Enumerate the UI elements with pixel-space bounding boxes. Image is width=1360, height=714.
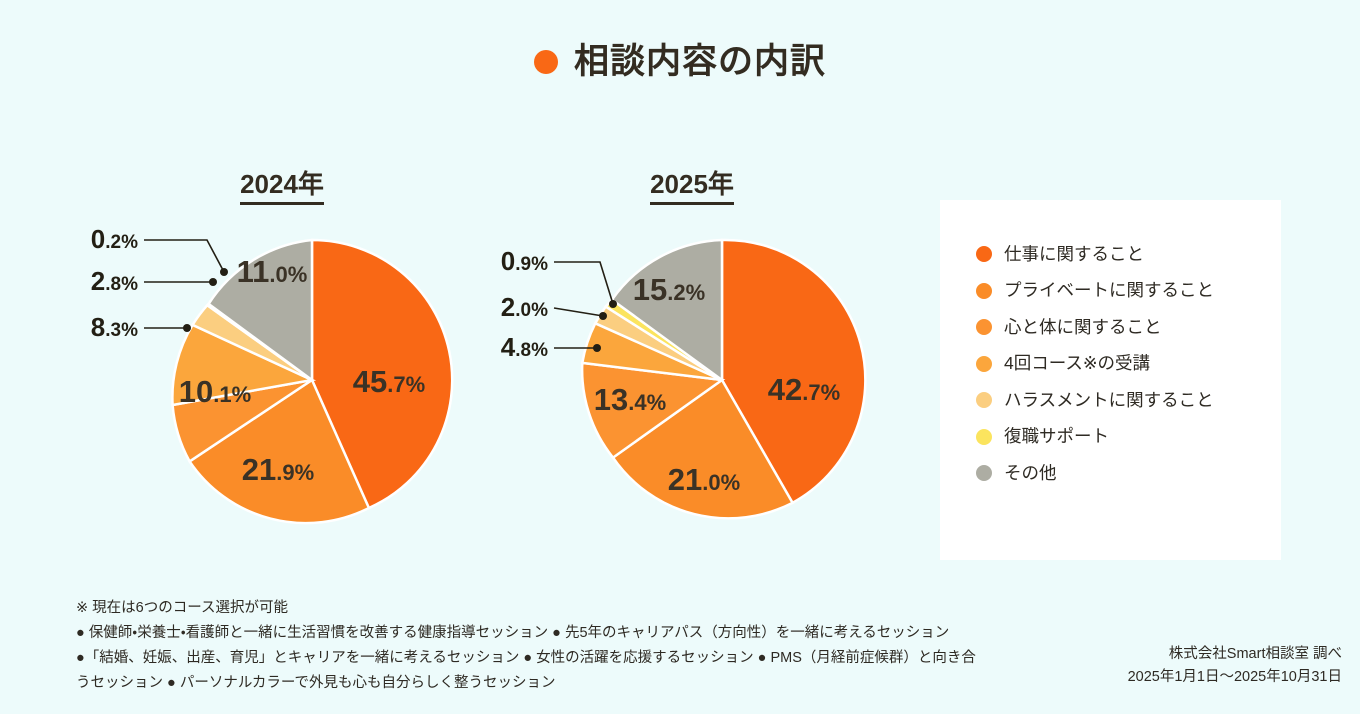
page-title: 相談内容の内訳: [0, 44, 1360, 79]
pie-2024-label-other: 11.0%: [237, 254, 308, 289]
footnote-line-4: うセッション ● パーソナルカラーで外見も心も自分らしく整うセッション: [76, 674, 556, 691]
legend-item-work[interactable]: 仕事に関すること: [976, 236, 1281, 273]
year-heading-2024-label: 2024年: [240, 169, 324, 205]
pie-2025-dot-return: [609, 300, 617, 308]
pie-2024-wrap: 45.7% 21.9% 10.1% 11.0% 0.2% 2.8%: [72, 220, 492, 540]
legend-color-swatch-icon: [976, 428, 992, 445]
pie-2025-dot-harassment: [599, 312, 607, 320]
pie-2024-callout-harassment: 2.8%: [91, 266, 138, 296]
title-text: 相談内容の内訳: [573, 42, 826, 81]
legend-item-harassment[interactable]: ハラスメントに関すること: [976, 382, 1281, 419]
year-heading-2025-label: 2025年: [650, 169, 734, 205]
pie-2024-dot-return: [220, 268, 228, 276]
legend-item-mind-body[interactable]: 心と体に関すること: [976, 309, 1281, 346]
pie-2025-leader-harassment: [553, 307, 604, 317]
legend-item-label: 復職サポート: [1004, 426, 1109, 446]
legend-color-swatch-icon: [976, 355, 992, 372]
pie-2025-callout-harassment: 2.0%: [501, 292, 548, 322]
pie-2025-label-private: 21.0%: [668, 462, 740, 497]
slice-mindbody-2025: [580, 361, 726, 460]
legend-item-course[interactable]: 4回コース※の受講: [976, 346, 1281, 383]
pie-2024-label-work: 45.7%: [353, 364, 425, 399]
pie-2025-callout-course: 4.8%: [501, 332, 548, 362]
pie-2025-wrap: 42.7% 21.0% 13.4% 15.2% 0.9% 2.0%: [482, 220, 902, 540]
source-line-1: 株式会社Smart相談室 調べ: [1168, 646, 1342, 662]
legend-item-other[interactable]: その他: [976, 455, 1281, 492]
footnote-line-3: ●「結婚、妊娠、出産、育児」とキャリアを一緒に考えるセッション ● 女性の活躍を…: [76, 649, 976, 666]
pie-2025-label-other: 15.2%: [633, 272, 705, 307]
source-attribution: 株式会社Smart相談室 調べ 2025年1月1日〜2025年10月31日: [1128, 643, 1342, 689]
legend-item-return-support[interactable]: 復職サポート: [976, 419, 1281, 456]
year-heading-2025: 2025年: [482, 168, 902, 205]
legend-item-label: プライベートに関すること: [1004, 280, 1214, 300]
pie-2024-label-private: 21.9%: [242, 452, 314, 487]
legend-panel: 仕事に関すること プライベートに関すること 心と体に関すること 4回コース※の受…: [940, 200, 1281, 560]
slice-other-2024: [206, 238, 314, 383]
legend-color-swatch-icon: [976, 465, 992, 482]
title-bullet-icon: [533, 49, 558, 74]
legend-item-label: ハラスメントに関すること: [1004, 389, 1214, 410]
slice-work-2025: [720, 238, 867, 505]
footnote-line-1: ※ 現在は6つのコース選択が可能: [76, 600, 289, 616]
slice-course-2024: [171, 323, 317, 407]
source-line-2: 2025年1月1日〜2025年10月31日: [1127, 668, 1342, 685]
year-heading-2024: 2024年: [72, 168, 492, 205]
legend-item-label: 4回コース※の受講: [1004, 353, 1151, 373]
legend-item-label: その他: [1004, 462, 1057, 483]
pie-2024-slices: [171, 238, 454, 525]
pie-2025-svg: 42.7% 21.0% 13.4% 15.2% 0.9% 2.0%: [501, 238, 867, 520]
footnotes: ※ 現在は6つのコース選択が可能 ● 保健師・栄養士・看護師と一緒に生活習慣を改…: [76, 596, 1076, 696]
pie-2024-label-mindbody: 10.1%: [179, 374, 251, 409]
slice-private-2025: [611, 378, 795, 520]
legend-item-label: 仕事に関すること: [1004, 243, 1144, 264]
legend-color-swatch-icon: [976, 319, 992, 336]
pie-2025-label-work: 42.7%: [768, 372, 840, 407]
pie-2025-dot-course: [593, 344, 601, 352]
pie-2025-leader-return: [554, 261, 614, 305]
pie-2024-dot-course: [183, 324, 191, 332]
pie-2024-leader-return: [144, 239, 225, 273]
pie-2025-label-mindbody: 13.4%: [594, 382, 666, 417]
pie-2025-callout-return: 0.9%: [501, 246, 548, 276]
pie-2024-callout-return: 0.2%: [91, 224, 138, 254]
pie-2024-callout-course: 8.3%: [91, 312, 138, 342]
legend-item-private[interactable]: プライベートに関すること: [976, 273, 1281, 310]
legend-item-label: 心と体に関すること: [1004, 316, 1162, 337]
footnote-line-2: ● 保健師・栄養士・看護師と一緒に生活習慣を改善する健康指導セッション ● 先5…: [76, 624, 950, 641]
legend-color-swatch-icon: [976, 282, 992, 299]
pie-2024-svg: 45.7% 21.9% 10.1% 11.0% 0.2% 2.8%: [91, 224, 454, 525]
slice-work-2024: [310, 238, 454, 510]
slice-private-2024: [187, 378, 371, 525]
legend-color-swatch-icon: [976, 246, 992, 263]
legend-color-swatch-icon: [976, 392, 992, 409]
slice-other-2025: [610, 238, 724, 383]
pie-2024-dot-harassment: [209, 278, 217, 286]
